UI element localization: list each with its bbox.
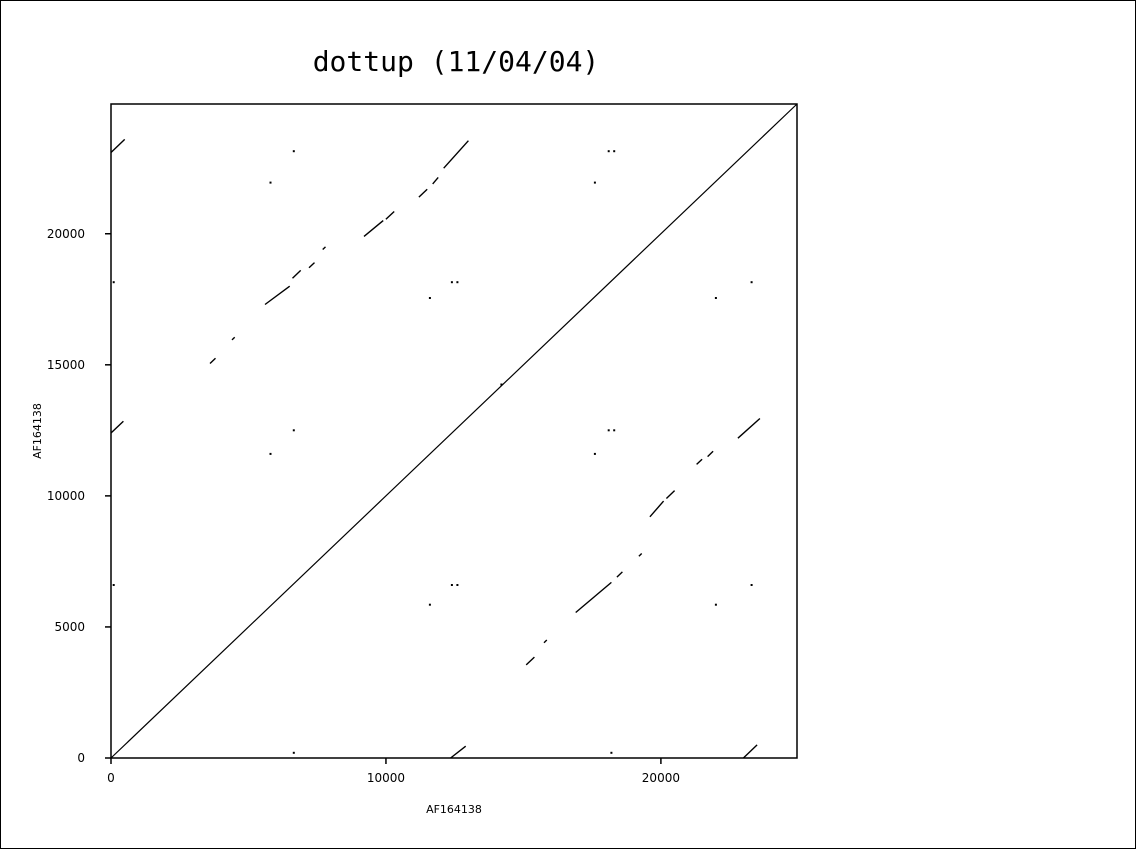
match-segment	[742, 744, 758, 759]
match-segment	[638, 552, 643, 557]
match-dot	[269, 181, 272, 184]
plot-marks	[110, 103, 798, 759]
match-dot	[607, 429, 610, 432]
match-segment	[525, 656, 535, 666]
match-dot	[613, 150, 616, 153]
match-segment	[696, 458, 703, 465]
diagonal-match-line	[110, 103, 798, 759]
match-dot	[593, 452, 596, 455]
match-segment	[308, 262, 315, 269]
match-dot	[750, 281, 753, 284]
match-segment	[110, 420, 124, 434]
match-dot	[292, 429, 295, 432]
match-segment	[110, 138, 126, 154]
match-dot	[112, 584, 115, 586]
match-dot	[714, 297, 717, 299]
x-tick-label: 10000	[367, 771, 405, 785]
match-segment	[322, 246, 326, 251]
match-dot	[428, 297, 431, 299]
match-segment	[363, 220, 384, 237]
match-segment	[543, 639, 548, 644]
match-segment	[665, 490, 676, 500]
match-dot	[456, 584, 459, 586]
match-dot	[607, 150, 610, 153]
match-dot	[112, 281, 115, 284]
match-dot	[292, 150, 295, 153]
y-tick-label: 10000	[47, 489, 85, 503]
match-dot	[610, 751, 613, 754]
match-dot	[450, 281, 453, 284]
y-axis-label: AF164138	[31, 403, 44, 459]
plot-area-border	[110, 103, 798, 759]
y-axis-ticks: 0 5000 10000 15000 20000	[47, 227, 111, 765]
match-dot	[428, 603, 431, 606]
match-segment	[231, 336, 236, 341]
match-segment	[443, 140, 469, 169]
match-segment	[292, 269, 302, 279]
match-dot	[269, 452, 272, 455]
match-segment	[209, 357, 216, 365]
match-dot	[750, 584, 753, 586]
match-segment	[450, 745, 467, 759]
x-axis-ticks: 0 10000 20000	[107, 758, 680, 785]
match-dot	[292, 751, 295, 754]
match-segment	[264, 285, 291, 306]
match-segment	[418, 188, 428, 198]
match-dot	[456, 281, 459, 284]
y-tick-label: 0	[77, 751, 85, 765]
match-segment	[616, 571, 623, 578]
match-segment	[737, 417, 761, 439]
match-dot	[613, 429, 616, 432]
match-dot	[593, 181, 596, 184]
match-segment	[707, 450, 714, 458]
y-tick-label: 20000	[47, 227, 85, 241]
match-dot	[500, 383, 503, 386]
match-segment	[575, 581, 612, 614]
y-tick-label: 5000	[54, 620, 85, 634]
x-tick-label: 20000	[642, 771, 680, 785]
match-segment	[649, 500, 665, 518]
y-tick-label: 15000	[47, 358, 85, 372]
x-axis-label: AF164138	[426, 803, 482, 816]
chart-title: dottup (11/04/04)	[313, 45, 600, 78]
match-segment	[432, 176, 439, 185]
match-dot	[450, 584, 453, 586]
x-tick-label: 0	[107, 771, 115, 785]
match-segment	[385, 210, 395, 220]
match-dot	[714, 603, 717, 606]
